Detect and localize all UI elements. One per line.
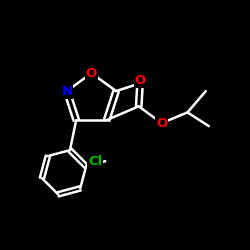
- Text: O: O: [156, 116, 167, 130]
- Text: Cl: Cl: [88, 155, 102, 168]
- Text: O: O: [86, 67, 97, 80]
- Text: N: N: [61, 84, 72, 98]
- Text: O: O: [134, 74, 146, 87]
